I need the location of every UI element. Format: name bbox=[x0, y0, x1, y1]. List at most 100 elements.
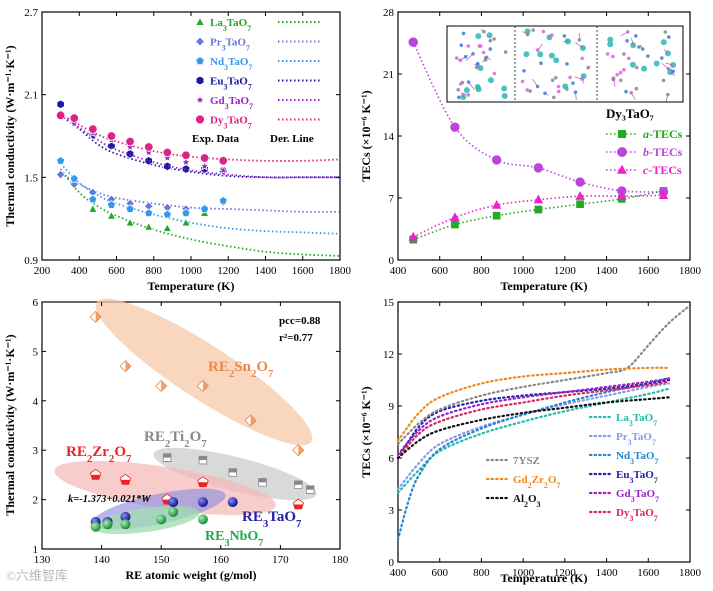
ellipse-sn2o7 bbox=[95, 298, 313, 446]
point-fill-re-zr-o bbox=[120, 479, 131, 485]
crystal-bond bbox=[663, 49, 669, 54]
crystal-atom bbox=[622, 52, 626, 56]
series-line-gd-tao bbox=[60, 114, 340, 179]
legend-label-b-tecs: b-TECs bbox=[643, 145, 683, 159]
panel-b-xtick-label: 1200 bbox=[554, 265, 577, 277]
crystal-atom bbox=[503, 50, 508, 54]
point-dy-tao bbox=[162, 147, 173, 158]
crystal-atom bbox=[554, 76, 558, 80]
crystal-atom bbox=[550, 78, 555, 82]
point-fill-re-zr-o bbox=[197, 482, 208, 487]
panel-b-xtick-label: 1000 bbox=[512, 265, 535, 277]
point-re-nbo bbox=[102, 519, 113, 530]
panel-b-xtick-label: 1400 bbox=[596, 265, 619, 277]
point-gd-tao bbox=[143, 147, 154, 157]
legend-marker-dy-tao bbox=[195, 114, 205, 125]
legend-label-la-tao: La3TaO7 bbox=[210, 17, 251, 33]
legend-label-gd-zr-o: Gd2Zr2O7 bbox=[513, 474, 560, 490]
crystal-atom bbox=[492, 71, 497, 76]
point-dy-tao bbox=[69, 113, 79, 123]
crystal-atom bbox=[463, 55, 468, 59]
panel-c-axes: 130 140 150 160 170 180 1 2 3 4 5 6 bbox=[33, 297, 349, 566]
crystal-structure-inset bbox=[446, 25, 684, 103]
series-line-pr-tao bbox=[396, 382, 671, 491]
panel-a-xtick-label: 400 bbox=[71, 265, 88, 277]
point-la-tao bbox=[125, 217, 135, 227]
panel-b-ytick-label: 0 bbox=[389, 255, 395, 267]
panel-b-series-group bbox=[408, 37, 669, 244]
crystal-bond bbox=[575, 42, 584, 49]
crystal-atom bbox=[553, 57, 560, 64]
point-fill-re-ti-o bbox=[163, 453, 171, 458]
panel-a-series-group bbox=[55, 99, 341, 257]
point-fill-re-zr-o bbox=[293, 504, 304, 510]
panel-a-xtick-label: 1200 bbox=[217, 265, 240, 277]
panel-d-xtick-label: 600 bbox=[431, 567, 448, 579]
crystal-atom bbox=[663, 30, 668, 34]
series-label-re-nbo: RE3NbO7 bbox=[205, 529, 263, 549]
panel-c-xtick-label: 130 bbox=[34, 554, 51, 566]
pcc-label: pcc=0.88 bbox=[279, 315, 321, 327]
series-line-7ysz bbox=[396, 304, 692, 446]
point-a-tecs bbox=[576, 200, 584, 209]
point-b-tecs bbox=[575, 177, 585, 187]
point-gd-tao bbox=[162, 152, 173, 163]
panel-d-xtick-label: 1400 bbox=[596, 567, 619, 579]
legend-label-pr-tao: Pr3TaO7 bbox=[616, 431, 656, 447]
series-line-gd-tao bbox=[396, 377, 671, 456]
crystal-atom bbox=[539, 61, 543, 65]
crystal-atom bbox=[565, 62, 569, 66]
watermark: ©六维智库 bbox=[6, 568, 68, 583]
panel-d-frame bbox=[397, 301, 691, 563]
legend-label-dy-tao: Dy3TaO7 bbox=[616, 507, 658, 523]
legend-label-nd-tao: Nd3TaO7 bbox=[210, 56, 252, 72]
panel-a-ytick-label: 2.1 bbox=[24, 90, 38, 102]
crystal-bond bbox=[466, 53, 474, 61]
crystal-atom bbox=[463, 87, 470, 94]
panel-c-ytick-label: 3 bbox=[33, 445, 39, 457]
crystal-atom bbox=[607, 36, 614, 43]
inset-label: Dy₃TaO₇ bbox=[606, 106, 654, 121]
legend-marker-pr-tao bbox=[194, 36, 206, 47]
point-re-tao bbox=[197, 497, 208, 508]
point-pr-tao bbox=[69, 179, 80, 190]
crystal-bond bbox=[537, 44, 543, 51]
panel-a-ytick-label: 0.9 bbox=[24, 255, 38, 267]
crystal-atom bbox=[459, 82, 463, 86]
point-fill-re-ti-o bbox=[306, 485, 314, 490]
point-fill-re-sn-o bbox=[250, 415, 257, 427]
panel-b-ylabel: TECs (×10⁻⁶ K⁻¹) bbox=[359, 90, 373, 181]
panel-a-ytick-label: 1.5 bbox=[24, 172, 38, 184]
point-dy-tao bbox=[55, 110, 66, 121]
crystal-atom bbox=[605, 52, 610, 56]
panel-a-xtick-label: 600 bbox=[108, 265, 125, 277]
panel-c-xtick-label: 160 bbox=[213, 554, 230, 566]
panel-c-ytick-label: 6 bbox=[33, 297, 39, 309]
crystal-atom bbox=[552, 95, 556, 100]
series-line-eu-tao bbox=[396, 378, 671, 460]
crystal-atom bbox=[637, 45, 641, 49]
point-nd-tao bbox=[106, 200, 117, 209]
point-dy-tao bbox=[106, 131, 117, 141]
point-eu-tao bbox=[163, 161, 172, 172]
panel-b: 400 600 800 1000 1200 1400 1600 1800 0 7 14 21 28 Te… bbox=[359, 7, 702, 293]
crystal-atom bbox=[481, 50, 486, 55]
series-line-dy-tao bbox=[396, 380, 671, 460]
panel-b-ytick-label: 28 bbox=[383, 7, 395, 19]
crystal-bond bbox=[468, 81, 475, 90]
panel-d-ytick-label: 9 bbox=[389, 401, 395, 413]
legend-label-a-tecs: a-TECs bbox=[643, 127, 683, 141]
crystal-atom bbox=[635, 65, 639, 70]
crystal-atom bbox=[457, 95, 461, 100]
crystal-atom bbox=[661, 78, 666, 83]
legend-label-c-tecs: c-TECs bbox=[643, 163, 682, 177]
point-fill-re-sn-o bbox=[95, 311, 102, 323]
point-gd-tao bbox=[180, 156, 192, 167]
crystal-atom bbox=[667, 35, 671, 39]
point-c-tecs bbox=[533, 194, 544, 204]
point-pr-tao bbox=[55, 169, 66, 180]
legend-marker-gd-tao bbox=[194, 94, 206, 105]
crystal-atom bbox=[653, 60, 660, 67]
crystal-bond bbox=[522, 31, 528, 35]
